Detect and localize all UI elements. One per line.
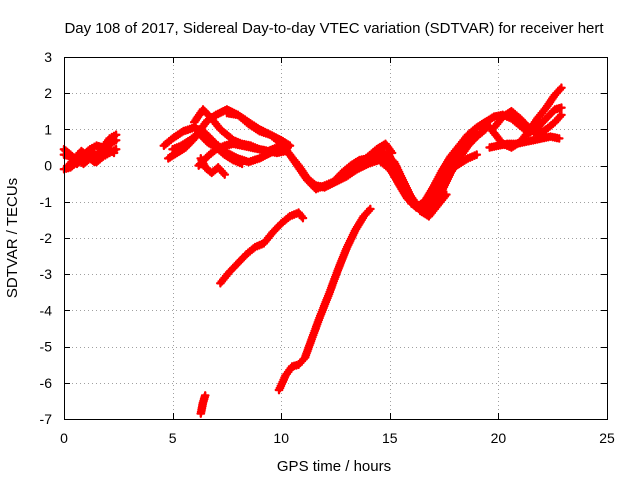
x-tick-label: 0	[60, 430, 68, 446]
series-path	[63, 143, 119, 170]
y-tick-label: -6	[40, 375, 53, 391]
series-path	[489, 106, 566, 140]
x-tick-label: 20	[491, 430, 507, 446]
series-arc-17	[485, 132, 564, 152]
y-tick-label: -3	[40, 266, 53, 282]
series-arc-04	[63, 143, 119, 170]
series-arc-22	[196, 154, 230, 179]
series-path	[196, 391, 210, 418]
y-tick-label: -5	[40, 339, 53, 355]
series-arc-19	[216, 208, 308, 288]
series-arc-21	[196, 391, 210, 418]
series-arc-18	[489, 106, 566, 140]
x-tick-label: 5	[169, 430, 177, 446]
x-tick-label: 15	[382, 430, 398, 446]
x-tick-label: 10	[273, 430, 289, 446]
y-tick-label: 1	[44, 121, 52, 137]
series-arc-20	[274, 204, 375, 395]
plot-frame	[64, 57, 608, 420]
y-tick-label: 3	[44, 49, 52, 65]
series-path	[216, 208, 308, 288]
x-tick-label: 25	[599, 430, 615, 446]
series-arc-15	[446, 150, 482, 174]
y-tick-label: -2	[40, 230, 53, 246]
y-tick-label: 2	[44, 85, 52, 101]
x-axis-label: GPS time / hours	[277, 458, 391, 475]
series-path	[196, 154, 230, 179]
y-tick-label: -7	[40, 411, 53, 427]
y-tick-label: -1	[40, 194, 53, 210]
y-tick-label: -4	[40, 302, 53, 318]
ticks: 0 5 10 15 20 25 -7 -6 -5 -4 -3 -2 -1 0 1 2 3	[40, 49, 615, 446]
series-path	[446, 150, 482, 174]
chart-title: Day 108 of 2017, Sidereal Day-to-day VTE…	[64, 20, 604, 37]
series-path	[274, 204, 375, 395]
series-path	[485, 132, 564, 152]
y-tick-label: 0	[44, 158, 52, 174]
y-axis-label: SDTVAR / TECUs	[4, 178, 21, 298]
